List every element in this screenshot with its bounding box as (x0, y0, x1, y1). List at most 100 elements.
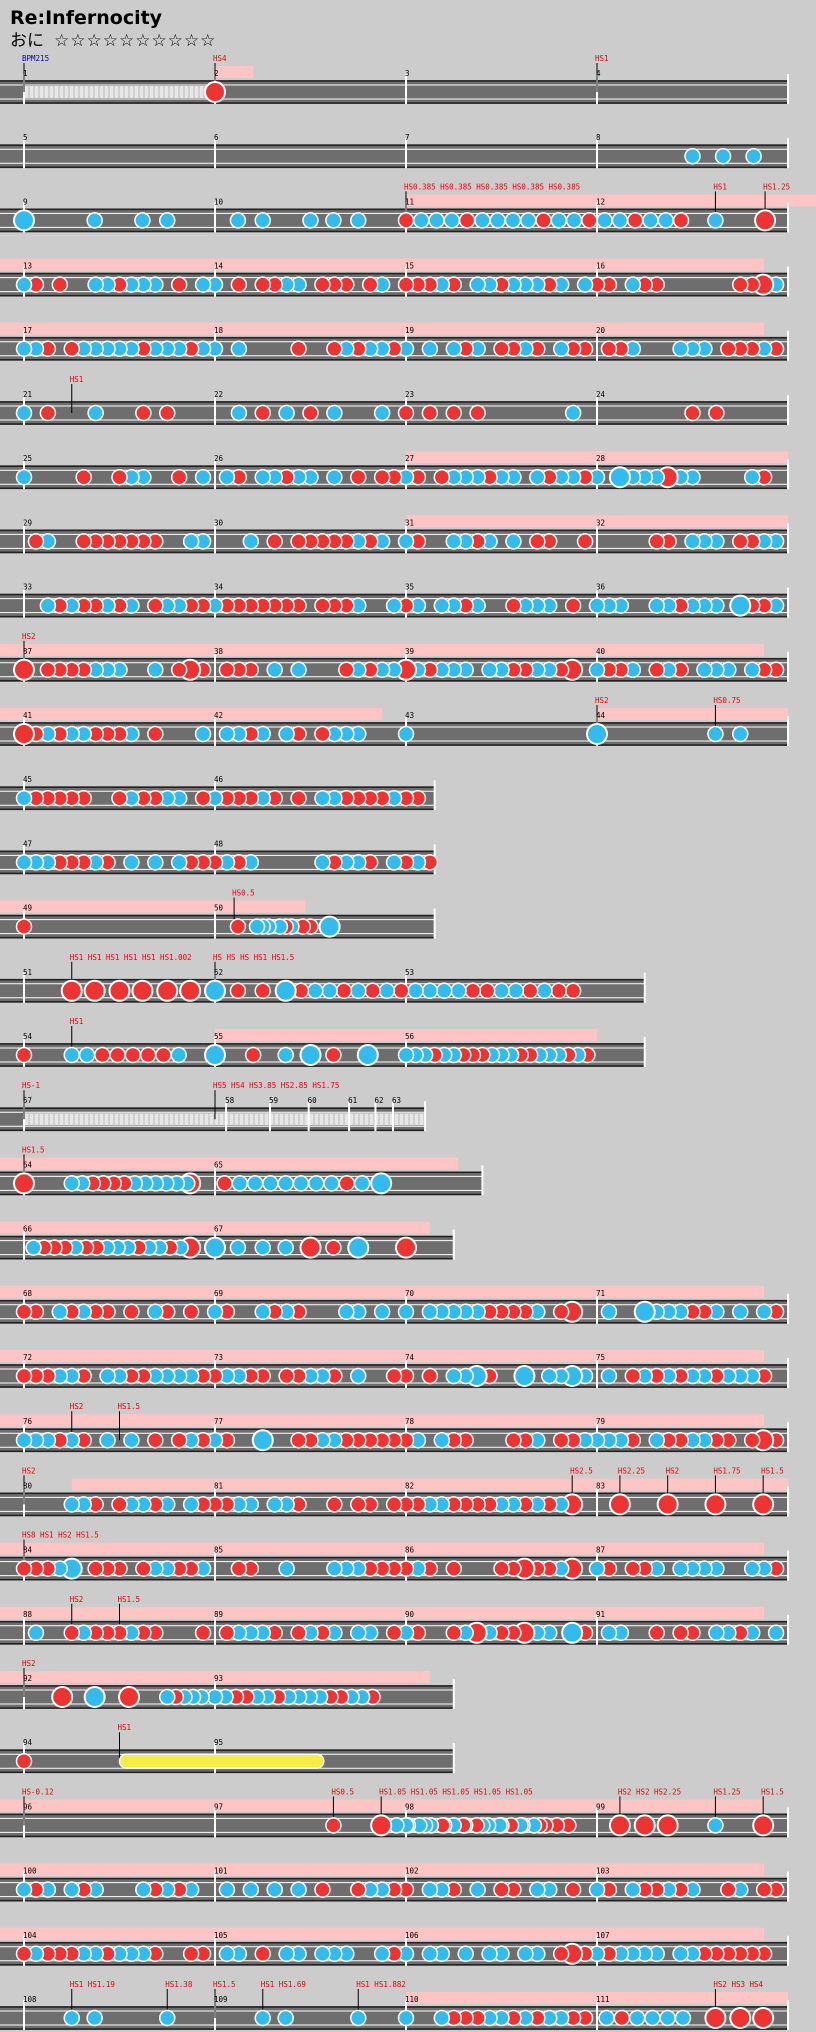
measure-number: 28 (596, 454, 606, 463)
ka-note (445, 340, 462, 358)
ka-note (338, 1303, 355, 1321)
big-ka-note (251, 1429, 274, 1452)
ka-note (63, 1046, 80, 1064)
ka-note (373, 1303, 391, 1321)
measure-number: 45 (23, 775, 32, 784)
big-ka-note (299, 1044, 322, 1066)
don-note (111, 468, 128, 486)
ka-note (674, 2009, 692, 2027)
ka-note (170, 1046, 187, 1064)
big-don-note (156, 979, 179, 1002)
measure-number: 101 (214, 1867, 228, 1876)
measure-number: 87 (596, 1546, 605, 1555)
don-note (469, 404, 486, 422)
measure-number: 34 (214, 583, 224, 592)
measure-number: 66 (23, 1225, 33, 1234)
measure-number: 103 (596, 1867, 610, 1876)
big-don-note (179, 979, 202, 1002)
measure-number: 39 (405, 647, 414, 656)
ka-note (218, 1881, 236, 1898)
don-note (147, 1431, 164, 1449)
ka-note (421, 1303, 439, 1321)
ka-note (628, 2009, 646, 2027)
ka-note (659, 2009, 676, 2027)
don-note (244, 1046, 262, 1064)
scroll-change-label: HS2 (595, 696, 609, 705)
don-note (478, 982, 496, 1000)
don-note (576, 533, 594, 550)
ka-note (290, 1881, 307, 1898)
measure-number: 98 (405, 1802, 415, 1811)
measure-number: 80 (23, 1481, 33, 1490)
measure-number: 71 (596, 1289, 605, 1298)
don-note (170, 661, 188, 679)
measure-number: 50 (214, 904, 224, 913)
big-don-note (204, 81, 226, 103)
big-ka-note (204, 979, 226, 1002)
scroll-change-label: HS2 (70, 1595, 84, 1604)
measure-number: 41 (23, 711, 32, 720)
measure-number: 13 (23, 262, 32, 271)
scroll-change-label: HS2.25 (618, 1466, 645, 1475)
measure-number: 48 (214, 839, 224, 848)
scroll-change-label: HS2 (70, 1402, 84, 1411)
ka-note (696, 661, 713, 679)
don-note (290, 1431, 307, 1449)
don-note (87, 1560, 104, 1577)
don-note (290, 340, 307, 358)
don-note (229, 982, 247, 1000)
don-note (302, 404, 319, 422)
ka-note (206, 1303, 224, 1321)
ka-note (25, 1239, 42, 1256)
don-note (182, 1945, 200, 1963)
ka-note (428, 212, 445, 229)
big-don-note (608, 1814, 631, 1837)
ka-note (147, 854, 164, 871)
don-note (350, 468, 367, 486)
don-note (182, 1303, 200, 1321)
ka-note (596, 212, 613, 229)
ka-note (15, 276, 33, 293)
measure-number: 25 (23, 454, 32, 463)
ka-note (672, 1945, 689, 1963)
don-note (194, 1624, 212, 1642)
measure-number: 79 (596, 1417, 605, 1426)
ka-note (435, 982, 453, 1000)
scroll-change-label: HS1.5 (118, 1595, 141, 1604)
ka-note (385, 854, 403, 871)
measure-number: 12 (596, 197, 605, 206)
ka-note (277, 1175, 294, 1192)
measure-number: 36 (596, 583, 606, 592)
gogo-band (71, 1478, 788, 1491)
big-ka-note (83, 1686, 106, 1708)
don-note (15, 1752, 33, 1770)
big-ka-note (513, 1365, 536, 1387)
don-note (75, 533, 92, 550)
ka-note (624, 276, 642, 293)
gogo-band (406, 1992, 788, 2004)
ka-note (469, 1881, 486, 1898)
measure-number: 68 (23, 1289, 33, 1298)
measure-number: 27 (405, 454, 414, 463)
measure-number: 21 (23, 390, 32, 399)
don-note (39, 661, 57, 679)
big-don-note (395, 1236, 417, 1259)
ka-note (135, 1881, 152, 1898)
measure-number: 58 (225, 1096, 235, 1105)
scroll-change-label: HS8 HS1 HS2 HS1.5 (22, 1531, 99, 1540)
ka-note (397, 533, 415, 550)
measure-number: 93 (214, 1674, 223, 1683)
measure-number: 85 (214, 1546, 223, 1555)
ka-note (266, 1496, 283, 1513)
don-note (552, 1945, 570, 1963)
ka-note (266, 661, 283, 679)
ka-note (469, 276, 486, 293)
don-note (535, 212, 552, 229)
ka-note (481, 1945, 498, 1963)
ka-note (290, 661, 307, 679)
don-note (720, 1881, 737, 1898)
measure-number: 17 (23, 326, 32, 335)
measure-number: 8 (596, 133, 601, 142)
ka-note (254, 212, 271, 229)
big-ka-note (370, 1172, 393, 1195)
